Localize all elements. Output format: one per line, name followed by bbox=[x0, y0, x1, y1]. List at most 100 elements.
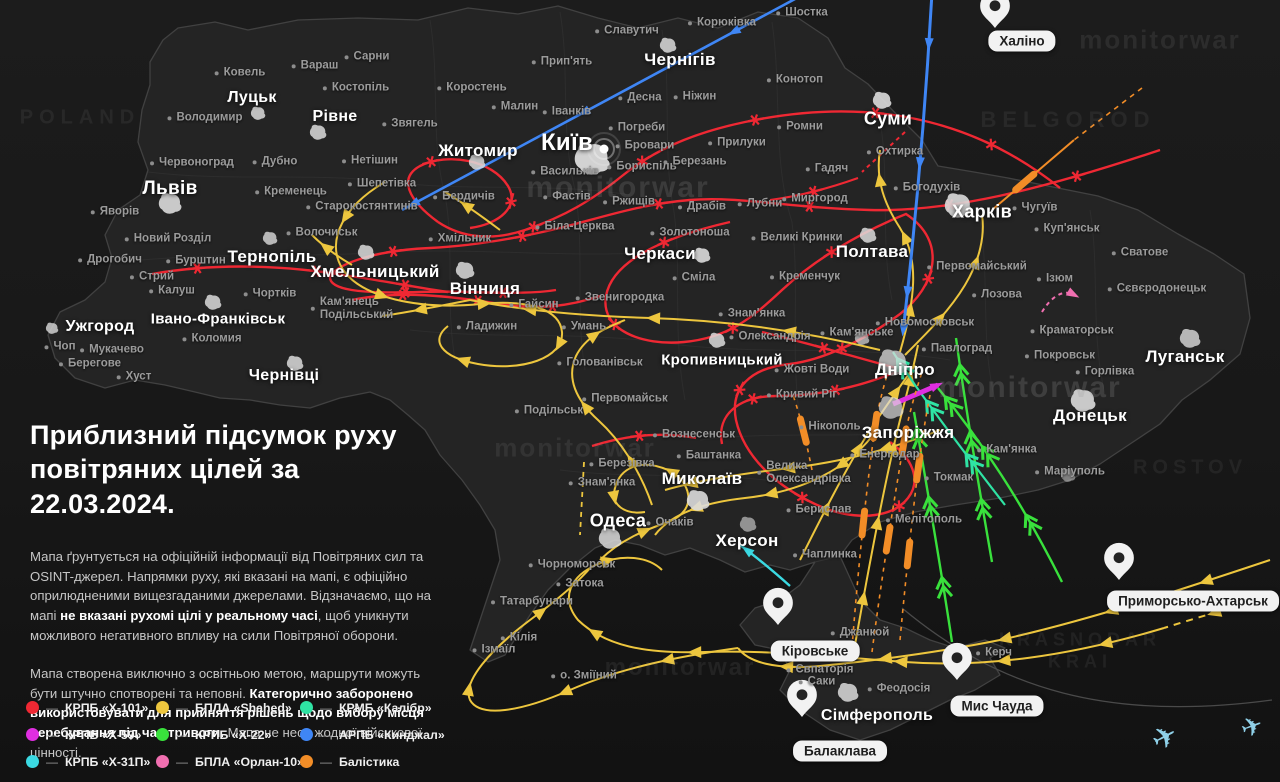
path-marker-tri bbox=[817, 501, 830, 517]
legend-color-dot bbox=[300, 755, 313, 768]
path-marker-cap bbox=[869, 410, 881, 442]
pin-icon bbox=[763, 587, 793, 625]
flight-path-yellow bbox=[579, 461, 585, 536]
legend-color-dot bbox=[156, 728, 169, 741]
legend-label: КРПБ «Х-59» bbox=[65, 727, 142, 742]
path-marker-tri bbox=[870, 515, 883, 531]
legend-item: — КРМБ «Калібр» bbox=[300, 701, 460, 715]
path-marker-chev bbox=[922, 494, 940, 519]
path-marker-chev bbox=[910, 425, 929, 450]
legend-dash: — bbox=[46, 727, 58, 742]
location-pins bbox=[763, 0, 1134, 717]
legend-item: — КРПБ «Х-59» bbox=[26, 728, 148, 742]
legend-label: КРПБ «Х-22» bbox=[195, 727, 272, 742]
path-marker-tri bbox=[874, 172, 887, 188]
flight-path-red bbox=[719, 370, 897, 445]
path-marker-tri bbox=[320, 242, 335, 257]
path-marker-tri bbox=[455, 356, 472, 369]
pin-icon bbox=[787, 679, 817, 717]
flight-path-red bbox=[406, 158, 513, 230]
path-marker-tri bbox=[781, 326, 797, 339]
path-marker-missile bbox=[984, 138, 1000, 151]
flight-path-red bbox=[351, 293, 601, 308]
path-marker-missile bbox=[526, 221, 543, 233]
path-marker-tri bbox=[902, 372, 915, 388]
legend-item: — КРПБ «Х-101» bbox=[26, 701, 148, 715]
path-marker-tri bbox=[412, 302, 428, 315]
path-marker-arrow bbox=[915, 156, 925, 171]
path-marker-tri bbox=[599, 556, 616, 569]
flight-path-orange bbox=[871, 371, 923, 653]
legend-color-dot bbox=[26, 701, 39, 714]
legend-label: БПЛА «Орлан-10» bbox=[195, 754, 304, 769]
legend-label: Балістика bbox=[339, 754, 400, 769]
legend-color-dot bbox=[156, 755, 169, 768]
path-marker-arrow bbox=[407, 197, 421, 208]
legend-dash: — bbox=[176, 727, 188, 742]
legend-label: КРПБ «Х-31П» bbox=[65, 754, 151, 769]
path-marker-chev bbox=[924, 398, 945, 422]
path-marker-tri bbox=[781, 461, 796, 474]
path-marker-tri bbox=[636, 527, 652, 540]
path-marker-arrow bbox=[929, 382, 944, 393]
path-marker-tri bbox=[887, 385, 901, 401]
path-marker-tri bbox=[901, 230, 914, 246]
path-marker-missile bbox=[543, 300, 560, 312]
legend-label: КРМБ «Калібр» bbox=[339, 700, 432, 715]
flight-path-orange bbox=[791, 391, 813, 471]
flight-path-gray bbox=[901, 607, 1273, 708]
path-marker-tri bbox=[627, 454, 640, 470]
legend-dash: — bbox=[46, 754, 58, 769]
path-marker-missile bbox=[828, 384, 845, 397]
legend-label: АРПБ «Кинджал» bbox=[339, 727, 445, 742]
path-marker-missile bbox=[386, 245, 403, 258]
path-marker-missile bbox=[745, 392, 763, 405]
pin-icon bbox=[942, 642, 972, 680]
legend-color-dot bbox=[26, 755, 39, 768]
path-marker-cap bbox=[858, 507, 869, 539]
path-marker-tri bbox=[878, 441, 894, 453]
path-marker-missile bbox=[802, 200, 819, 213]
path-marker-cap bbox=[913, 452, 924, 484]
legend-item: — АРПБ «Кинджал» bbox=[300, 728, 460, 742]
path-marker-tri bbox=[834, 456, 850, 470]
pin-icon bbox=[980, 0, 1010, 28]
path-marker-tri bbox=[996, 654, 1011, 667]
path-marker-tri bbox=[580, 400, 595, 416]
flight-path-pink bbox=[1041, 291, 1077, 313]
path-marker-tri bbox=[1104, 603, 1120, 615]
path-marker-tri bbox=[522, 304, 537, 317]
path-marker-arrow bbox=[727, 24, 742, 36]
oblast-borders bbox=[119, 11, 1106, 486]
path-marker-tri bbox=[763, 486, 779, 499]
legend-dash: — bbox=[176, 754, 188, 769]
path-marker-tri bbox=[856, 590, 869, 606]
path-marker-tri bbox=[1198, 573, 1214, 585]
path-marker-missile bbox=[630, 430, 647, 442]
path-marker-tri bbox=[341, 208, 355, 224]
path-marker-missile bbox=[891, 500, 906, 513]
path-marker-missile bbox=[651, 198, 668, 210]
flight-path-orange bbox=[899, 394, 931, 641]
legend-label: КРПБ «Х-101» bbox=[65, 700, 149, 715]
path-marker-tri bbox=[462, 681, 474, 697]
path-marker-arrow bbox=[1065, 287, 1080, 298]
path-marker-tri bbox=[588, 628, 604, 642]
flight-path-yellow bbox=[904, 214, 984, 356]
map-title: Приблизний підсумок руху повітряних ціле… bbox=[30, 420, 397, 519]
flight-path-yellow bbox=[568, 556, 1165, 665]
disclaimer-paragraph: Мапа створена виключно з освітньою метою… bbox=[30, 665, 424, 761]
legend-color-dot bbox=[26, 728, 39, 741]
legend-dash: — bbox=[46, 700, 58, 715]
path-marker-chev bbox=[943, 394, 964, 418]
legend-color-dot bbox=[300, 701, 313, 714]
path-marker-missile bbox=[395, 279, 412, 291]
path-marker-tri bbox=[893, 656, 908, 669]
path-marker-missile bbox=[307, 265, 324, 277]
path-marker-tri bbox=[997, 631, 1013, 644]
legend-item: — Балістика bbox=[300, 755, 460, 769]
path-marker-tri bbox=[850, 441, 863, 458]
flight-path-yellow bbox=[799, 364, 916, 561]
flight-path-orange bbox=[1073, 87, 1143, 141]
legend-color-dot bbox=[300, 728, 313, 741]
